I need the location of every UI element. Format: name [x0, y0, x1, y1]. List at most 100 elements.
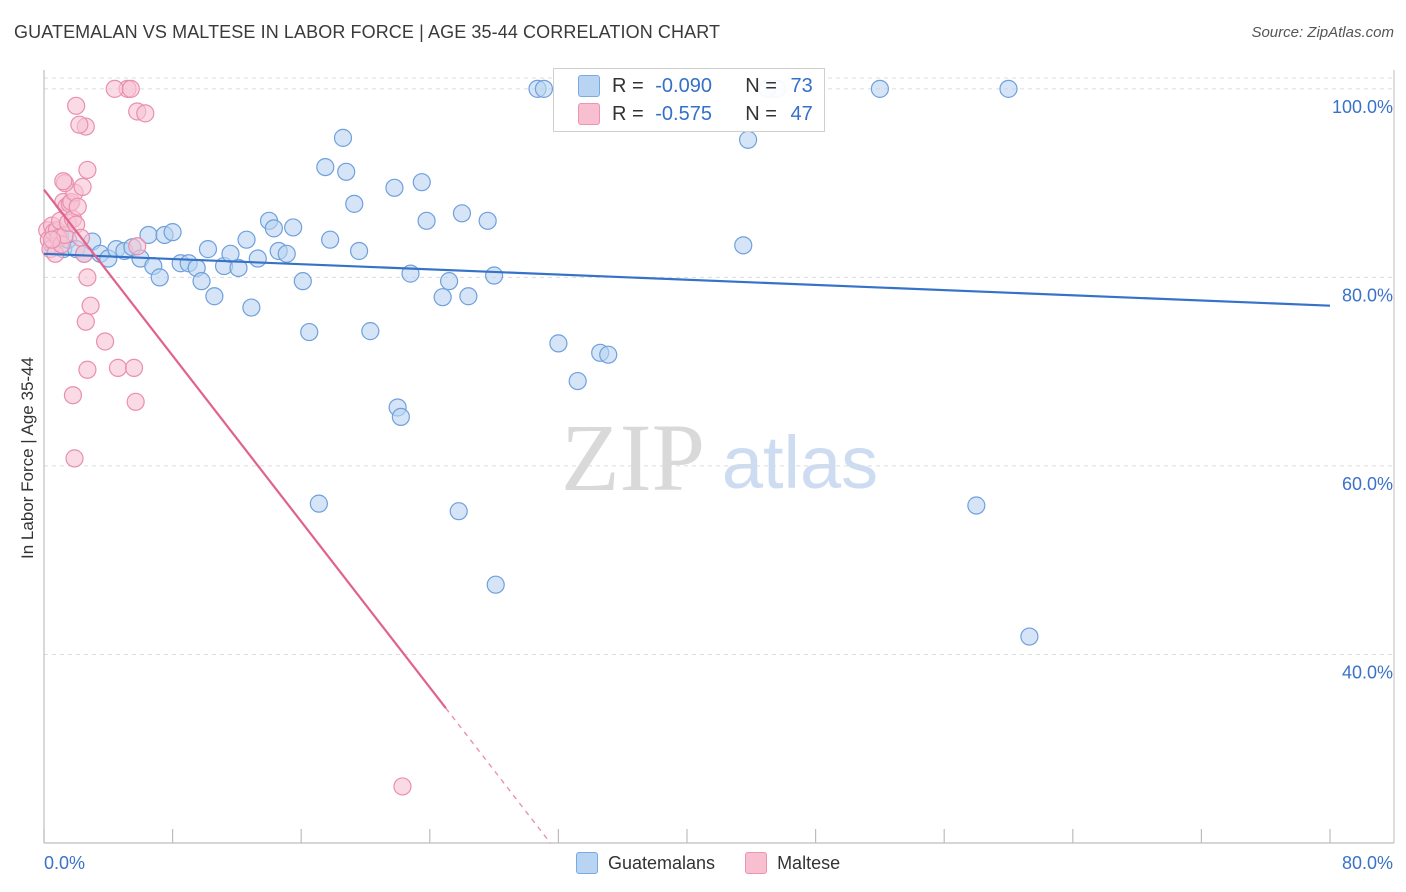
guatemalans-legend-swatch	[576, 852, 598, 874]
guatemalans-point	[999, 79, 1018, 98]
guatemalans-point	[309, 494, 328, 513]
guatemalans-point	[248, 249, 267, 268]
n-label: N =	[745, 102, 777, 125]
guatemalans-trend-line	[43, 252, 1331, 307]
guatemalans-points	[42, 79, 1039, 646]
guatemalans-swatch	[578, 75, 600, 97]
guatemalans-point	[198, 240, 218, 259]
guatemalans-point	[237, 230, 256, 249]
maltese-point	[67, 96, 86, 115]
guatemalans-point	[333, 128, 353, 147]
maltese-point	[128, 237, 147, 256]
guatemalans-point	[967, 496, 986, 515]
bottom-legend: Guatemalans Maltese	[576, 852, 840, 874]
guatemalans-point	[300, 322, 319, 342]
guatemalans-point	[345, 194, 364, 213]
maltese-point	[78, 360, 97, 379]
legend-label-maltese: Maltese	[777, 852, 841, 873]
maltese-point	[126, 392, 145, 411]
guatemalans-point	[277, 244, 296, 263]
legend-item-maltese[interactable]: Maltese	[745, 852, 840, 874]
x-tick-label-max: 80.0%	[1342, 853, 1393, 873]
maltese-trend-extension	[445, 707, 551, 844]
guatemalans-point	[549, 334, 568, 353]
guatemalans-point	[412, 173, 431, 192]
watermark-zip: ZIP	[561, 404, 705, 511]
stats-legend-box: R = -0.090 N = 73 R = -0.575 N = 47	[553, 68, 825, 132]
tick-labels: 40.0% 60.0% 80.0% 100.0% 0.0% 80.0%	[44, 97, 1393, 873]
guatemalans-point	[738, 130, 758, 149]
y-tick-label: 80.0%	[1342, 285, 1393, 305]
guatemalans-point	[349, 241, 369, 261]
trend-lines	[43, 189, 1331, 844]
guatemalans-point	[452, 204, 472, 223]
y-tick-label: 60.0%	[1342, 474, 1393, 494]
y-tick-label: 40.0%	[1342, 662, 1393, 682]
maltese-point	[68, 197, 87, 216]
maltese-point	[108, 358, 128, 377]
guatemalans-point	[568, 371, 587, 391]
guatemalans-point	[229, 258, 248, 278]
guatemalans-point	[417, 211, 436, 230]
guatemalans-point	[385, 178, 404, 197]
guatemalans-point	[192, 272, 211, 291]
maltese-point	[54, 172, 73, 191]
maltese-legend-swatch	[745, 852, 768, 874]
guatemalans-point	[337, 162, 356, 181]
maltese-point	[105, 79, 124, 98]
guatemalans-point	[1020, 627, 1039, 646]
maltese-point	[393, 777, 412, 796]
maltese-point	[42, 230, 62, 249]
guatemalans-point	[205, 287, 224, 306]
guatemalans-point	[478, 211, 497, 230]
guatemalans-point	[391, 407, 410, 427]
guatemalans-point	[870, 79, 890, 98]
axes	[43, 70, 1395, 844]
guatemalans-point	[485, 266, 504, 285]
guatemalans-point	[264, 219, 283, 238]
guatemalans-point	[293, 272, 312, 291]
guatemalans-point	[449, 502, 468, 521]
legend-item-guatemalans[interactable]: Guatemalans	[576, 852, 715, 874]
x-tick-label-min: 0.0%	[44, 853, 85, 873]
maltese-points	[38, 79, 412, 796]
stats-row-maltese: R = -0.575 N = 47	[578, 101, 813, 127]
guatemalans-point	[439, 272, 459, 291]
n-value: 47	[790, 102, 813, 125]
n-label: N =	[745, 74, 777, 97]
guatemalans-point	[459, 287, 478, 306]
maltese-point	[63, 386, 83, 405]
maltese-trend-line	[43, 189, 447, 709]
maltese-point	[65, 449, 84, 468]
watermark-atlas: atlas	[722, 421, 878, 504]
legend-label-guatemalans: Guatemalans	[608, 852, 716, 873]
maltese-point	[78, 160, 97, 180]
maltese-point	[95, 332, 115, 351]
r-value: -0.575	[655, 102, 712, 125]
maltese-swatch	[578, 103, 600, 125]
maltese-point	[78, 268, 97, 287]
guatemalans-point	[316, 157, 335, 177]
guatemalans-point	[433, 288, 452, 307]
y-tick-label: 100.0%	[1332, 97, 1393, 117]
stats-row-guatemalans: R = -0.090 N = 73	[578, 73, 813, 99]
maltese-point	[81, 296, 100, 315]
chart-title: GUATEMALAN VS MALTESE IN LABOR FORCE | A…	[14, 22, 721, 42]
maltese-point	[121, 79, 140, 98]
guatemalans-point	[321, 230, 340, 249]
r-label: R =	[612, 102, 644, 125]
maltese-point	[124, 358, 144, 377]
maltese-point	[136, 104, 155, 123]
guatemalans-point	[150, 268, 169, 287]
guatemalans-point	[599, 345, 618, 364]
grid-lines	[44, 77, 1394, 655]
guatemalans-point	[534, 79, 554, 98]
guatemalans-point	[163, 223, 182, 242]
maltese-point	[70, 115, 89, 134]
n-value: 73	[790, 74, 813, 97]
guatemalans-point	[486, 575, 505, 594]
guatemalans-point	[284, 218, 303, 237]
r-value: -0.090	[655, 74, 712, 97]
maltese-point	[73, 177, 92, 196]
